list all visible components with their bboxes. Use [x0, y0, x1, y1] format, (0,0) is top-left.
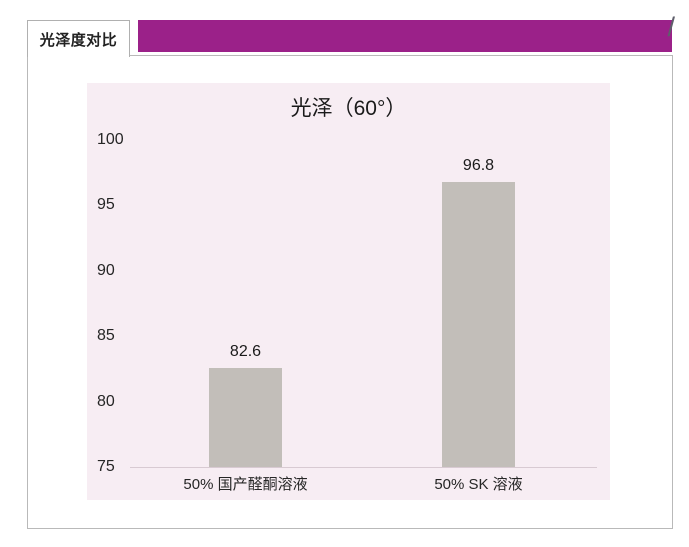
bar: [442, 182, 515, 467]
bar-chart: 光泽（60°） 100 95 90 85 80 75 82.6 50% 国产醛酮溶液 96.8 5…: [87, 83, 610, 500]
x-axis-line: [130, 467, 597, 468]
chart-title: 光泽（60°）: [290, 97, 407, 120]
x-category-label: 50% 国产醛酮溶液: [183, 476, 308, 493]
y-tick-label: 80: [97, 392, 115, 410]
bar-value-label: 96.8: [462, 157, 495, 174]
y-tick-label: 95: [97, 196, 115, 214]
section-tab-label: 光泽度对比: [39, 31, 118, 49]
x-category-label: 50% SK 溶液: [434, 476, 523, 493]
y-tick-label: 85: [97, 327, 115, 345]
header-accent-bar: /: [138, 12, 675, 52]
slash-decoration-icon: /: [667, 12, 675, 42]
y-tick-label: 90: [97, 261, 115, 279]
section-tab: 光泽度对比: [27, 20, 130, 57]
y-tick-label: 100: [97, 131, 124, 148]
y-tick-label: 75: [97, 458, 115, 475]
bar: [209, 368, 282, 467]
bar-value-label: 82.6: [229, 343, 262, 360]
